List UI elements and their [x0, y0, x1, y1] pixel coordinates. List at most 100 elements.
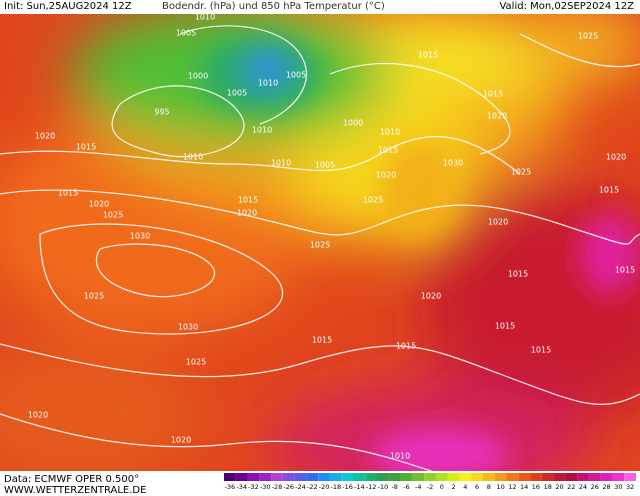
colorbar-tick-label: -18 — [331, 483, 342, 491]
colorbar-tick-label: -8 — [391, 483, 397, 491]
colorbar-swatch — [447, 473, 460, 481]
isobar-label: 1020 — [28, 411, 48, 420]
colorbar-tick-label: -22 — [307, 483, 318, 491]
isobar-label: 1020 — [488, 218, 508, 227]
valid-time: Valid: Mon,02SEP2024 12Z — [499, 1, 634, 12]
isobar-label: 1015 — [615, 266, 635, 275]
isobar-label: 1015 — [58, 189, 78, 198]
colorbar-swatch — [624, 473, 636, 481]
colorbar-swatch — [518, 473, 531, 481]
colorbar-tick-label: 24 — [579, 483, 587, 491]
isobar-label: 1030 — [443, 159, 463, 168]
isobar-label: 1020 — [606, 153, 626, 162]
colorbar-swatch — [482, 473, 495, 481]
isobar-label: 1020 — [35, 132, 55, 141]
isobar-label: 1015 — [312, 336, 332, 345]
colorbar-tick-label: -14 — [354, 483, 365, 491]
isobar-label: 1010 — [390, 452, 410, 461]
colorbar-tick-label: -10 — [378, 483, 389, 491]
init-time: Init: Sun,25AUG2024 12Z — [4, 1, 132, 12]
colorbar-tick-label: 4 — [463, 483, 467, 491]
colorbar-swatch — [459, 473, 472, 481]
colorbar-swatch — [541, 473, 554, 481]
isobar-label: 1010 — [195, 14, 215, 22]
colorbar-tick-label: 12 — [508, 483, 516, 491]
colorbar-tick-label: 26 — [591, 483, 599, 491]
isobar-label: 1025 — [84, 292, 104, 301]
isobar-label: 1010 — [252, 126, 272, 135]
isobar-label: 1015 — [396, 342, 416, 351]
isobar-label: 1000 — [188, 72, 208, 81]
colorbar-swatch — [506, 473, 519, 481]
colorbar-swatch — [353, 473, 366, 481]
isobar-label: 1020 — [171, 436, 191, 445]
colorbar-swatch — [271, 473, 283, 481]
isobar-label: 1005 — [176, 29, 196, 38]
isobar-label: 1015 — [483, 90, 503, 99]
colorbar-swatch — [600, 473, 613, 481]
isobar-label: 1015 — [378, 146, 398, 155]
colorbar-tick-label: 2 — [451, 483, 455, 491]
colorbar-tick-label: 18 — [544, 483, 552, 491]
colorbar-swatch — [412, 473, 425, 481]
isobar-label: 1010 — [271, 159, 291, 168]
isobar-label: 1015 — [599, 186, 619, 195]
isobar-label: 1015 — [76, 143, 96, 152]
colorbar-swatch — [306, 473, 319, 481]
colorbar-swatch — [553, 473, 566, 481]
colorbar-swatch — [424, 473, 436, 481]
isobar-label: 1010 — [380, 128, 400, 137]
colorbar-swatch — [435, 473, 448, 481]
isobar-label: 1005 — [315, 161, 335, 170]
isobar-label: 1025 — [310, 241, 330, 250]
colorbar-tick-label: -24 — [295, 483, 306, 491]
colorbar-tick-label: -20 — [319, 483, 330, 491]
colorbar-swatch — [329, 473, 342, 481]
colorbar-swatch — [282, 473, 295, 481]
colorbar-swatch — [612, 473, 625, 481]
colorbar-swatch — [318, 473, 330, 481]
colorbar-swatch — [259, 473, 272, 481]
weather-map: 1010 1005 1000 1005 995 1010 1005 1015 1015 1025 1… — [0, 14, 640, 471]
isobar-label: 1015 — [418, 51, 438, 60]
colorbar-swatch — [247, 473, 260, 481]
colorbar-swatch — [471, 473, 483, 481]
colorbar-swatch — [388, 473, 401, 481]
isobar-label: 1020 — [376, 171, 396, 180]
isobar-label: 1015 — [531, 346, 551, 355]
colorbar-swatch — [530, 473, 542, 481]
website: WWW.WETTERZENTRALE.DE — [4, 485, 147, 496]
isobar-label: 1000 — [343, 119, 363, 128]
isobar-label: 1025 — [186, 358, 206, 367]
colorbar-tick-label: 28 — [602, 483, 610, 491]
isobar-label: 1025 — [103, 211, 123, 220]
colorbar-tick-label: -2 — [427, 483, 433, 491]
colorbar-tick-label: 20 — [555, 483, 563, 491]
isobar-label: 1025 — [511, 168, 531, 177]
colorbar-tick-label: 22 — [567, 483, 575, 491]
colorbar-tick-label: -12 — [366, 483, 377, 491]
colorbar-tick-label: -4 — [415, 483, 421, 491]
colorbar-tick-label: -26 — [283, 483, 294, 491]
colorbar-tick-label: 30 — [614, 483, 622, 491]
isobar-label: 1005 — [286, 71, 306, 80]
map-title: Bodendr. (hPa) und 850 hPa Temperatur (°… — [162, 1, 385, 12]
isobar-label: 1030 — [178, 323, 198, 332]
colorbar-swatch — [377, 473, 389, 481]
colorbar-tick-label: -32 — [248, 483, 259, 491]
isobar-label: 1025 — [578, 32, 598, 41]
colorbar-tick-label: -16 — [342, 483, 353, 491]
isobar-label: 1010 — [183, 153, 203, 162]
colorbar-swatch — [341, 473, 354, 481]
colorbar-tick-label: 10 — [496, 483, 504, 491]
isobar-label: 1030 — [130, 232, 150, 241]
colorbar-tick-label: 0 — [440, 483, 444, 491]
colorbar-tick-label: 6 — [475, 483, 479, 491]
colorbar-tick-label: -28 — [272, 483, 283, 491]
colorbar-swatch — [565, 473, 578, 481]
colorbar-tick-label: -6 — [403, 483, 409, 491]
isobar-label: 1020 — [237, 209, 257, 218]
colorbar-swatch — [294, 473, 307, 481]
data-source: Data: ECMWF OPER 0.500° — [4, 474, 140, 485]
isobar-label: 1020 — [421, 292, 441, 301]
